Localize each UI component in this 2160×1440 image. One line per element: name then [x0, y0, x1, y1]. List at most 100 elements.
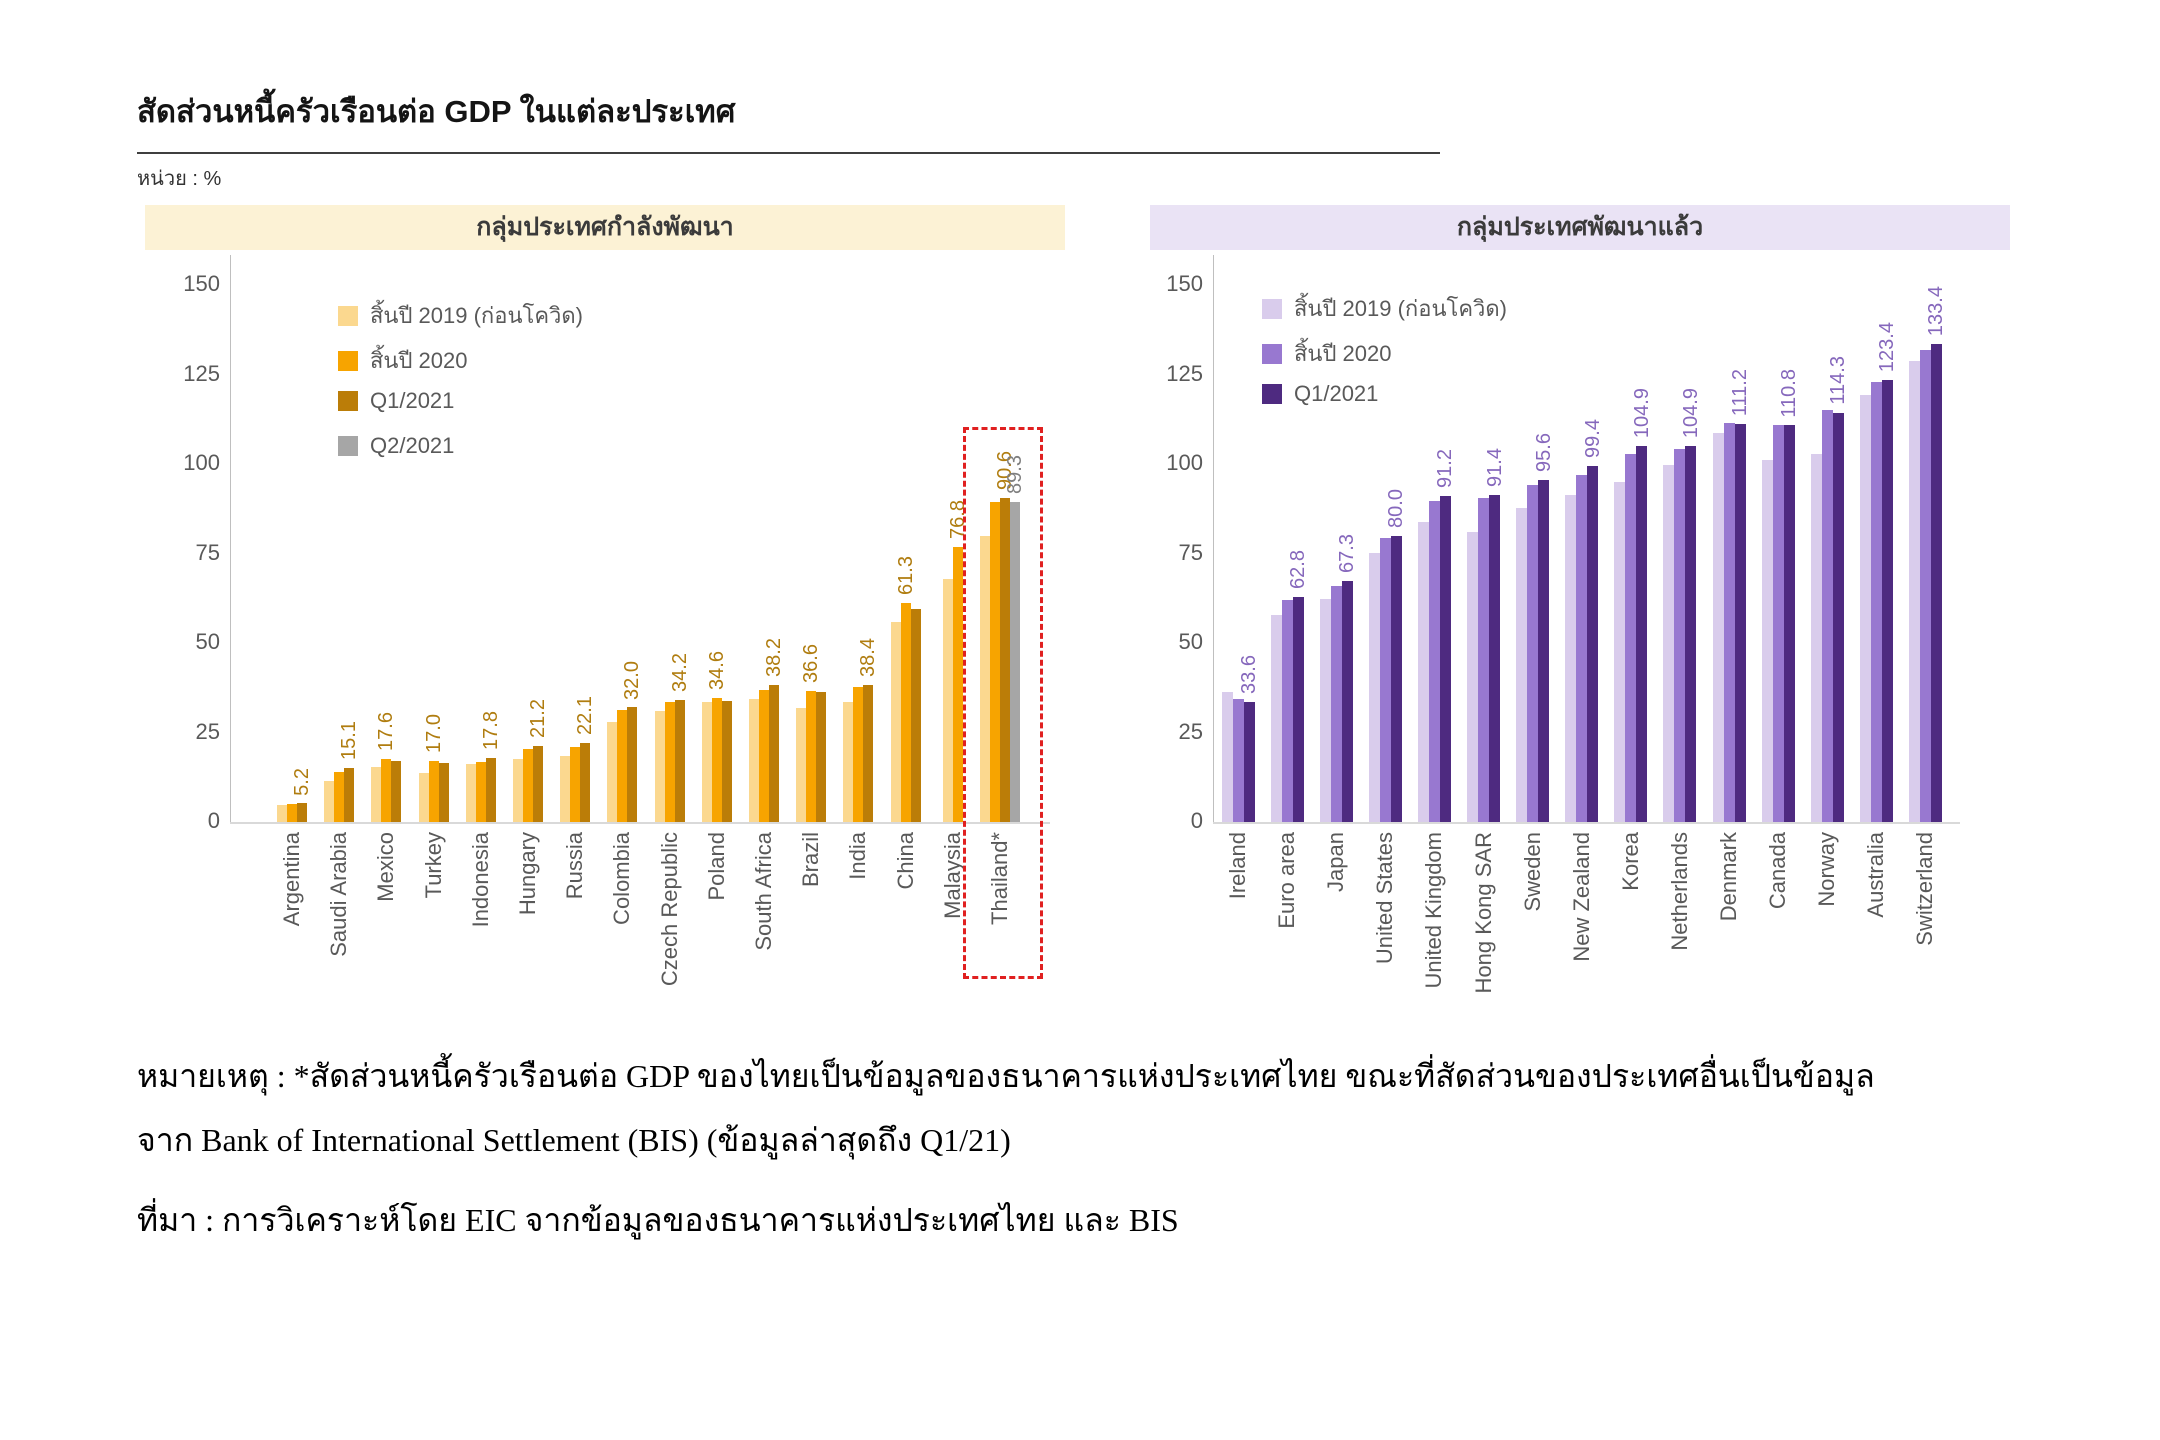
bar-group: 90.6 89.3 Thailand* [980, 451, 1026, 925]
bar-value-label: 91.2 [1434, 448, 1457, 488]
category-label: Euro area [1274, 832, 1300, 929]
note-line-2: จาก Bank of International Settlement (BI… [137, 1122, 1011, 1158]
category-label: Japan [1323, 832, 1349, 892]
bar [1881, 380, 1893, 822]
bar-value-label: 99.4 [1581, 419, 1604, 459]
source-line: ที่มา : การวิเคราะห์โดย EIC จากข้อมูลของ… [137, 1202, 1179, 1238]
bar-value-label: 114.3 [1827, 356, 1850, 405]
bar-value-label: 61.3 [894, 555, 917, 595]
legend-item-label: สิ้นปี 2020 [370, 348, 468, 373]
category-label: South Africa [751, 832, 776, 951]
bar [1734, 423, 1746, 822]
bar-value-label: 33.6 [1238, 654, 1260, 694]
bar [1428, 501, 1440, 822]
chart-header-developed: กลุ่มประเทศพัฒนาแล้ว [1150, 205, 2010, 250]
y-tick-label: 0 [207, 808, 220, 833]
category-label: Norway [1814, 832, 1840, 907]
bar-group: 15.1 Saudi Arabia [324, 721, 360, 957]
bar-value-label: 17.8 [479, 711, 502, 751]
bar [1674, 448, 1686, 822]
bar [863, 684, 874, 822]
bar [1243, 701, 1255, 822]
bar-value-label: 91.4 [1483, 447, 1506, 487]
bar [297, 803, 307, 822]
page-title: สัดส่วนหนี้ครัวเรือนต่อ GDP ในแต่ละประเท… [137, 94, 736, 129]
category-label: Canada [1765, 832, 1791, 910]
bar [711, 698, 722, 822]
bar-value-label: 17.6 [375, 712, 398, 751]
bar [796, 708, 807, 822]
bar-group: 32.0 Colombia [607, 661, 643, 925]
chart-developing-plot: 0 25 50 75 100 125 150 สิ้นปี 2019 (ก่อนโควิด) ส… [145, 205, 1065, 1050]
y-tick-label: 150 [183, 271, 220, 296]
y-tick-label: 25 [1178, 718, 1203, 744]
bar-group: 22.1 Russia [560, 696, 596, 899]
bar [1390, 535, 1402, 822]
bar-value-label: 123.4 [1876, 322, 1899, 373]
bar [1565, 494, 1577, 822]
category-label: Sweden [1519, 832, 1545, 912]
bar-group: 61.3 China [890, 556, 921, 889]
bar-group: 67.3 Japan [1319, 534, 1358, 892]
category-label: Korea [1617, 832, 1643, 891]
bar-group: 76.8 Malaysia [940, 500, 969, 919]
legend-item: สิ้นปี 2019 (ก่อนโควิด) [338, 298, 583, 333]
bar [890, 622, 901, 822]
bar-value-label: 36.6 [800, 644, 823, 683]
bar [1821, 409, 1833, 822]
bar-group: 104.9 Korea [1614, 388, 1653, 891]
bar [1538, 479, 1550, 822]
bar [1010, 502, 1020, 822]
bar-value-label: 32.0 [621, 660, 644, 700]
chart-panel-developing: กลุ่มประเทศกำลังพัฒนา 0 25 50 75 100 125 150 สิ… [145, 205, 1065, 1050]
category-label: Brazil [798, 832, 824, 888]
bar-value-label: 22.1 [574, 695, 597, 735]
category-label: United States [1372, 832, 1398, 965]
bar-group: 33.6 Ireland [1221, 655, 1260, 899]
legend-swatch [338, 350, 358, 371]
bar [1663, 464, 1675, 822]
bar [627, 707, 638, 822]
category-label: Ireland [1225, 832, 1250, 900]
bar [843, 701, 854, 822]
bar [1761, 459, 1773, 822]
bar-value-label: 133.4 [1925, 286, 1948, 337]
footer-notes: หมายเหตุ : *สัดส่วนหนี้ครัวเรือนต่อ GDP … [137, 1044, 1952, 1252]
bar-group: 38.4 India [843, 638, 879, 880]
y-tick-label: 75 [195, 539, 220, 565]
y-tick-label: 125 [1166, 360, 1203, 386]
bar [1908, 360, 1920, 822]
chart-header-developing: กลุ่มประเทศกำลังพัฒนา [145, 205, 1065, 250]
bar-value-label: 17.0 [422, 714, 445, 754]
legend-swatch [338, 391, 358, 411]
bar [438, 763, 449, 822]
bar [1478, 498, 1489, 822]
chart-developed-plot: 0 25 50 75 100 125 150 สิ้นปี 2019 (ก่อนโควิด) ส… [1150, 205, 2010, 1050]
bar-group: 34.2 Czech Republic [654, 653, 691, 986]
bar-group: 91.2 United Kingdom [1417, 449, 1456, 989]
y-tick-label: 50 [195, 629, 220, 654]
bar [769, 685, 779, 822]
bar [1772, 424, 1784, 822]
bar [1379, 538, 1391, 822]
legend-item-label: สิ้นปี 2019 (ก่อนโควิด) [1294, 296, 1507, 321]
bar [344, 767, 355, 822]
y-tick-label: 100 [1166, 450, 1203, 475]
bar [277, 804, 287, 822]
bar [1685, 446, 1697, 822]
y-tick-label: 50 [1178, 629, 1203, 654]
bar [523, 748, 533, 822]
category-label: Malaysia [939, 832, 965, 919]
bar [334, 772, 345, 822]
y-tick-label: 75 [1178, 539, 1203, 565]
category-label: Saudi Arabia [326, 832, 352, 957]
legend-swatch [1262, 343, 1282, 364]
bar [900, 602, 911, 822]
legend-swatch [1262, 384, 1282, 404]
category-label: India [845, 832, 871, 880]
bar [1723, 422, 1735, 822]
y-axis [1213, 255, 1214, 822]
bar [1810, 453, 1822, 822]
category-label: Australia [1863, 832, 1889, 918]
